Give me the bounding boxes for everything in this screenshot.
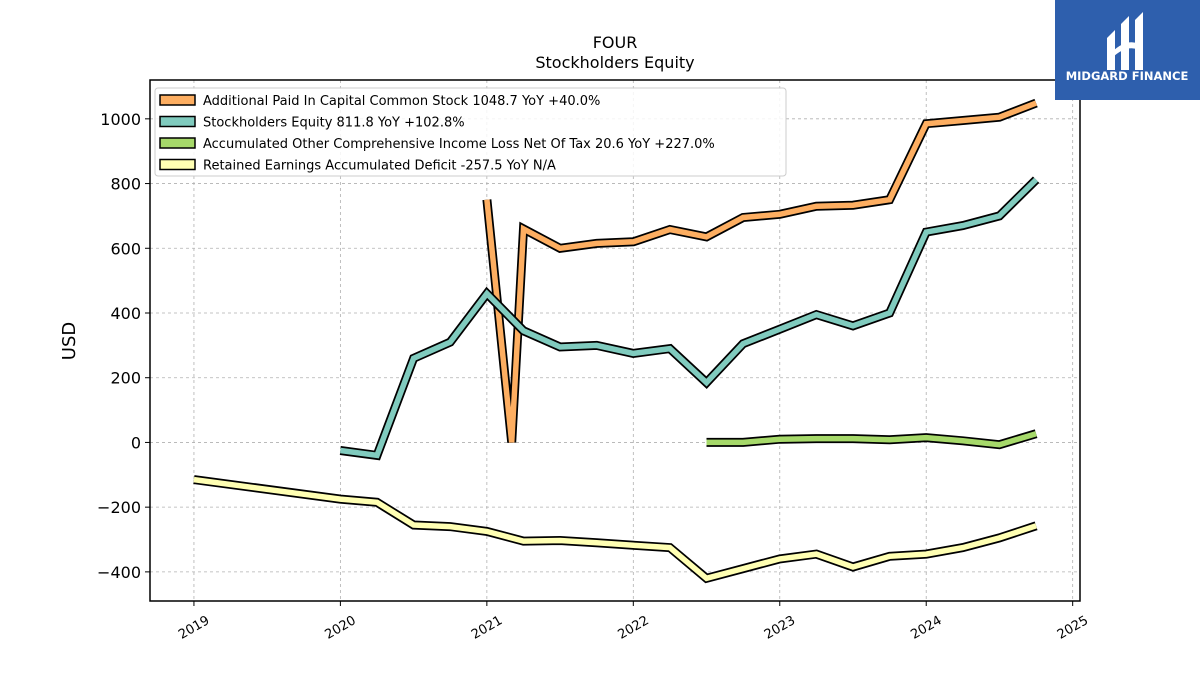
series-line xyxy=(706,431,1037,448)
logo-text: MIDGARD FINANCE xyxy=(1066,69,1189,83)
chart-title: FOUR xyxy=(593,33,638,52)
series-2 xyxy=(706,429,1038,450)
y-tick-label: 600 xyxy=(110,239,141,258)
legend-swatch xyxy=(159,115,196,128)
legend-swatch xyxy=(159,94,196,106)
plot-area-frame xyxy=(149,79,1081,602)
chart-subtitle: Stockholders Equity xyxy=(535,53,694,72)
legend-swatch xyxy=(159,158,196,171)
legend-entry-label: Accumulated Other Comprehensive Income L… xyxy=(203,137,715,152)
series-1 xyxy=(339,176,1040,461)
logo-mark-icon xyxy=(1107,12,1143,70)
series-0 xyxy=(482,98,1038,443)
y-tick-label: 200 xyxy=(110,369,141,388)
series-3 xyxy=(193,475,1038,584)
y-tick-label: 800 xyxy=(110,175,141,194)
y-tick-label: 400 xyxy=(110,304,141,323)
y-tick-label: 0 xyxy=(131,433,141,452)
y-tick-label: −200 xyxy=(97,498,141,517)
y-axis-label: USD xyxy=(59,322,80,360)
legend-swatch xyxy=(159,137,196,149)
y-axis: −400 −200 0 200 400 600 800 1000 xyxy=(97,110,150,582)
series-line xyxy=(340,177,1039,459)
legend-entry-label: Retained Earnings Accumulated Deficit -2… xyxy=(203,159,556,174)
legend-box xyxy=(154,87,787,177)
y-tick-label: −400 xyxy=(97,563,141,582)
series-line xyxy=(484,100,1038,443)
y-tick-label: 1000 xyxy=(100,110,141,129)
legend: Additional Paid In Capital Common Stock … xyxy=(154,87,787,177)
legend-entry-label: Additional Paid In Capital Common Stock … xyxy=(203,94,600,109)
midgard-finance-logo: MIDGARD FINANCE xyxy=(1055,0,1200,100)
series-lines xyxy=(193,98,1040,584)
legend-entry-label: Stockholders Equity 811.8 YoY +102.8% xyxy=(203,116,465,131)
series-line xyxy=(193,476,1037,582)
